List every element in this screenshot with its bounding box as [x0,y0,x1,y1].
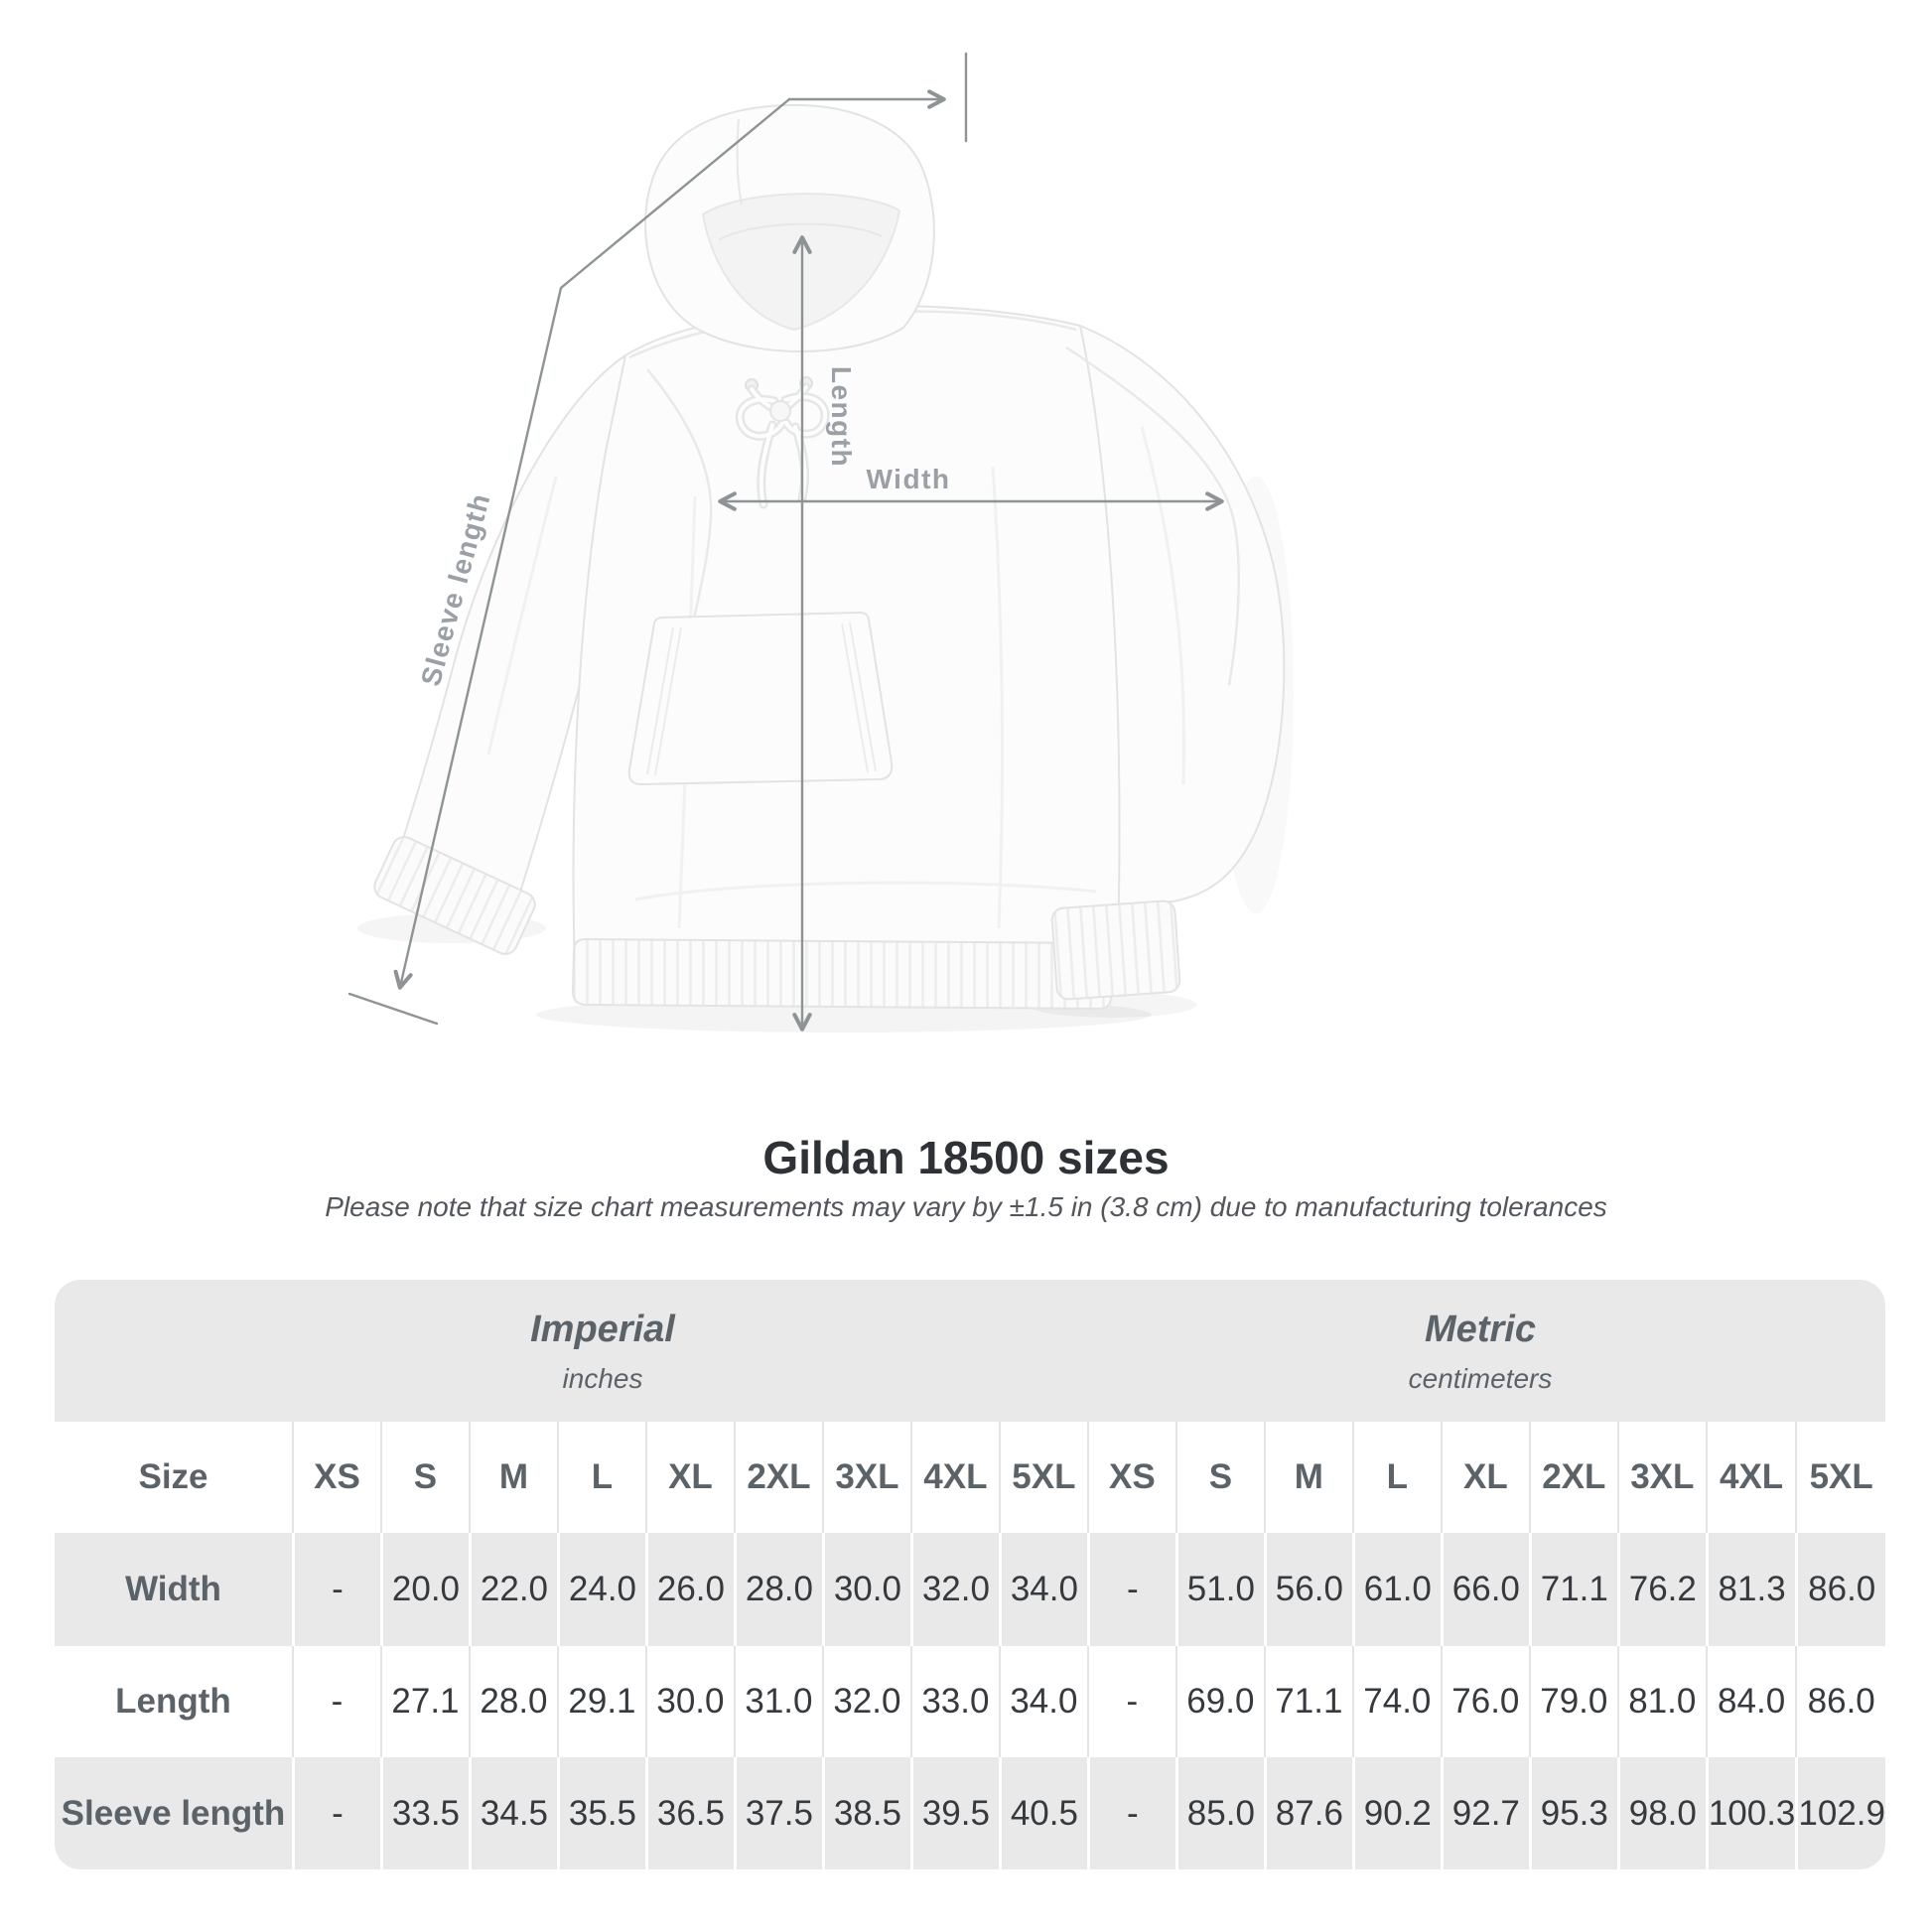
tolerance-note: Please note that size chart measurements… [325,1191,1607,1222]
value-cell-imperial: 28.0 [468,1646,557,1757]
value-cell-metric: 100.3 [1705,1757,1796,1869]
size-header-imperial: 4XL [909,1422,999,1533]
value-cell-imperial: 35.5 [556,1757,645,1869]
value-cell-imperial: 27.1 [379,1646,469,1757]
size-header-imperial: XS [292,1422,380,1533]
size-header-imperial: 5XL [998,1422,1087,1533]
value-cell-metric: 71.1 [1263,1646,1352,1757]
units-band: Imperial inches Metric centimeters [55,1280,1885,1422]
value-cell-imperial: 20.0 [379,1533,469,1646]
right-cuff [1050,899,1181,1001]
value-cell-imperial: 22.0 [468,1533,557,1646]
value-cell-metric: 86.0 [1795,1646,1885,1757]
size-header-metric: L [1351,1422,1441,1533]
value-cell-imperial: 32.0 [909,1533,999,1646]
size-header-imperial: M [468,1422,557,1533]
value-cell-imperial: 33.0 [909,1646,999,1757]
size-corner-header: Size [55,1422,292,1533]
value-cell-metric: 51.0 [1174,1533,1264,1646]
value-cell-metric: 76.0 [1440,1646,1529,1757]
imperial-label: Imperial [530,1309,675,1350]
value-cell-metric: - [1086,1533,1175,1646]
value-cell-imperial: 33.5 [379,1757,469,1869]
width-label: Width [867,464,951,494]
imperial-unit-label: inches [562,1363,643,1394]
value-cell-metric: 85.0 [1174,1757,1264,1869]
value-cell-metric: 79.0 [1528,1646,1617,1757]
value-cell-imperial: 32.0 [821,1646,910,1757]
value-cell-metric: 69.0 [1174,1646,1264,1757]
value-cell-metric: 95.3 [1528,1757,1617,1869]
value-cell-metric: 81.3 [1705,1533,1796,1646]
hoodie-illustration [373,103,1286,1010]
size-table-grid: Size XS S M L XL 2XL 3XL 4XL 5XL XS S M L XL 2XL 3XL 4XL 5… [55,1422,1885,1869]
size-header-metric: M [1263,1422,1352,1533]
size-header-metric: XL [1440,1422,1529,1533]
value-cell-metric: 92.7 [1440,1757,1529,1869]
value-cell-metric: 90.2 [1351,1757,1441,1869]
row-label: Width [55,1533,292,1646]
size-header-imperial: 3XL [821,1422,910,1533]
row-label: Length [55,1646,292,1757]
size-header-metric: XS [1086,1422,1175,1533]
size-header-metric: 2XL [1528,1422,1617,1533]
value-cell-metric: 66.0 [1440,1533,1529,1646]
value-cell-imperial: 36.5 [644,1757,734,1869]
size-header-imperial: 2XL [733,1422,822,1533]
page-title: Gildan 18500 sizes [762,1132,1170,1183]
imperial-unit-header: Imperial inches [55,1280,1151,1422]
value-cell-imperial: 26.0 [644,1533,734,1646]
value-cell-imperial: 37.5 [733,1757,822,1869]
value-cell-metric: 102.9 [1795,1757,1885,1869]
sleeve-length-line [393,97,791,990]
hoodie-diagram: Sleeve length Length Width [347,52,1286,1033]
size-header-imperial: XL [644,1422,734,1533]
value-cell-metric: 74.0 [1351,1646,1441,1757]
value-cell-imperial: 28.0 [733,1533,822,1646]
value-cell-imperial: 24.0 [556,1533,645,1646]
value-cell-imperial: 39.5 [909,1757,999,1869]
value-cell-imperial: - [292,1757,380,1869]
size-header-metric: 5XL [1795,1422,1885,1533]
kangaroo-pocket [627,612,894,785]
size-header-metric: 4XL [1705,1422,1796,1533]
left-cuff [373,836,536,955]
row-label: Sleeve length [55,1757,292,1869]
value-cell-imperial: 34.5 [468,1757,557,1869]
length-label: Length [826,366,857,468]
value-cell-imperial: 31.0 [733,1646,822,1757]
value-cell-imperial: - [292,1646,380,1757]
value-cell-imperial: 34.0 [998,1533,1087,1646]
value-cell-metric: 86.0 [1795,1533,1885,1646]
value-cell-metric: 98.0 [1616,1757,1706,1869]
value-cell-imperial: 40.5 [998,1757,1087,1869]
size-header-metric: S [1174,1422,1264,1533]
sleeve-bottom-tick [347,992,439,1026]
value-cell-imperial: 30.0 [821,1533,910,1646]
value-cell-metric: 71.1 [1528,1533,1617,1646]
value-cell-metric: 56.0 [1263,1533,1352,1646]
value-cell-metric: 87.6 [1263,1757,1352,1869]
size-header-imperial: S [379,1422,469,1533]
value-cell-metric: 76.2 [1616,1533,1706,1646]
size-table: Imperial inches Metric centimeters Size X… [55,1280,1885,1869]
value-cell-metric: 81.0 [1616,1646,1706,1757]
hem-ribbing [572,938,1112,1010]
metric-unit-header: Metric centimeters [1082,1280,1878,1422]
metric-unit-label: centimeters [1408,1363,1553,1394]
value-cell-imperial: 34.0 [998,1646,1087,1757]
value-cell-metric: 61.0 [1351,1533,1441,1646]
value-cell-imperial: - [292,1533,380,1646]
value-cell-imperial: 30.0 [644,1646,734,1757]
value-cell-imperial: 38.5 [821,1757,910,1869]
size-header-metric: 3XL [1616,1422,1706,1533]
value-cell-imperial: 29.1 [556,1646,645,1757]
value-cell-metric: - [1086,1757,1175,1869]
measurement-lines [347,52,1224,1032]
size-header-imperial: L [556,1422,645,1533]
value-cell-metric: 84.0 [1705,1646,1796,1757]
value-cell-metric: - [1086,1646,1175,1757]
metric-label: Metric [1425,1309,1536,1350]
